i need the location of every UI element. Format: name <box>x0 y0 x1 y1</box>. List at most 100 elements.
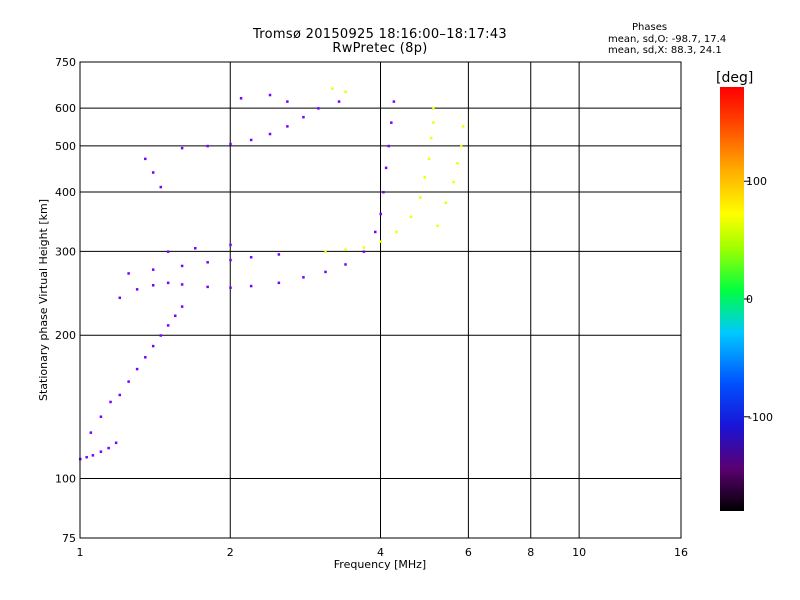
data-point-o <box>302 276 305 279</box>
data-point-o <box>180 283 184 286</box>
colorbar-tick-label: 100 <box>746 175 767 188</box>
data-point-o <box>173 314 177 318</box>
data-point-o <box>151 268 155 271</box>
data-point-o <box>268 93 272 97</box>
data-point-o <box>99 415 103 418</box>
data-point-x <box>362 246 366 249</box>
data-point-x <box>344 248 347 251</box>
data-point-x <box>460 144 463 148</box>
data-point-o <box>180 305 184 308</box>
y-tick-label: 600 <box>55 102 76 115</box>
x-axis-ticks: 1 2 4 6 8 10 16 <box>77 546 689 559</box>
data-point-o <box>239 97 243 100</box>
data-point-o <box>109 400 112 404</box>
data-point-o <box>144 356 147 359</box>
data-point-o <box>390 121 393 124</box>
data-point-o <box>277 281 281 285</box>
data-point-o <box>379 212 382 216</box>
colorbar-unit: [deg] <box>716 70 753 86</box>
data-point-o <box>107 446 110 450</box>
x-tick-label: 6 <box>465 546 472 559</box>
data-point-o <box>324 270 327 274</box>
data-point-o <box>151 284 155 287</box>
data-point-o <box>337 100 341 103</box>
colorbar-ticks: 100 0 -100 <box>744 175 773 424</box>
data-point-o <box>382 190 385 194</box>
data-point-x <box>331 87 334 90</box>
data-point-o <box>229 142 232 146</box>
y-tick-label: 200 <box>55 329 76 342</box>
data-point-o <box>151 171 155 174</box>
data-point-o <box>384 166 388 170</box>
plot-frame <box>79 61 682 539</box>
data-point-o <box>249 284 253 288</box>
data-point-x <box>395 230 398 234</box>
data-point-x <box>444 201 448 205</box>
data-point-o <box>99 450 103 453</box>
data-point-o <box>206 285 209 289</box>
data-point-x <box>432 107 435 110</box>
data-point-o <box>135 288 139 291</box>
data-point-o <box>362 250 366 253</box>
data-point-o <box>91 454 95 457</box>
y-tick-label: 75 <box>62 532 76 545</box>
data-point-o <box>144 157 147 161</box>
colorbar <box>720 87 744 511</box>
data-point-x <box>419 196 422 199</box>
colorbar-tick-label: -100 <box>748 411 773 424</box>
grid-lines <box>80 62 681 538</box>
data-point-o <box>127 380 130 383</box>
data-point-x <box>456 162 459 165</box>
data-point-o <box>166 281 170 285</box>
data-point-o <box>277 253 281 256</box>
data-point-x <box>430 136 433 140</box>
data-point-x <box>344 90 347 94</box>
x-tick-label: 10 <box>572 546 586 559</box>
x-tick-label: 4 <box>377 546 384 559</box>
y-tick-label: 100 <box>55 473 76 486</box>
data-point-x <box>427 157 431 161</box>
data-point-o <box>344 263 347 266</box>
x-tick-label: 1 <box>77 546 84 559</box>
y-tick-label: 750 <box>55 56 76 69</box>
x-axis-label: Frequency [MHz] <box>334 558 426 571</box>
data-point-o <box>166 324 170 327</box>
phases-heading: Phases <box>632 22 668 33</box>
data-point-o <box>151 344 155 348</box>
data-point-o <box>302 115 305 119</box>
data-point-o <box>206 144 209 148</box>
y-axis-label: Stationary phase Virtual Height [km] <box>37 199 50 401</box>
x-tick-label: 2 <box>227 546 234 559</box>
data-point-o <box>135 367 139 371</box>
data-point-o <box>194 247 197 250</box>
x-tick-label: 16 <box>674 546 688 559</box>
data-point-o <box>374 230 377 234</box>
data-point-o <box>387 144 390 148</box>
y-tick-label: 300 <box>55 245 76 258</box>
data-point-o <box>180 264 184 268</box>
data-point-o <box>114 441 118 445</box>
data-point-o <box>229 243 232 247</box>
data-point-o <box>268 132 272 136</box>
chart-title: Tromsø 20150925 18:16:00–18:17:43 <box>252 27 508 42</box>
data-point-o <box>392 100 396 103</box>
data-point-o <box>127 272 130 275</box>
y-tick-label: 500 <box>55 140 76 153</box>
data-point-x <box>324 250 327 253</box>
data-point-o <box>118 393 122 397</box>
data-point-o <box>286 125 289 128</box>
data-point-x <box>452 180 455 184</box>
data-point-o <box>85 455 88 459</box>
data-point-o <box>286 100 289 103</box>
y-axis-ticks: 75 100 200 300 400 500 600 750 <box>55 56 76 545</box>
data-point-o <box>229 286 232 289</box>
chart-subtitle: RwPretec (8p) <box>332 41 428 56</box>
y-tick-label: 400 <box>55 186 76 199</box>
x-tick-label: 8 <box>527 546 534 559</box>
colorbar-tick-label: 0 <box>746 293 753 306</box>
data-point-x <box>409 215 413 219</box>
o-mode-stats: mean, sd,O: -98.7, 17.4 <box>608 34 727 45</box>
data-point-o <box>317 107 320 110</box>
data-point-x <box>432 121 435 124</box>
